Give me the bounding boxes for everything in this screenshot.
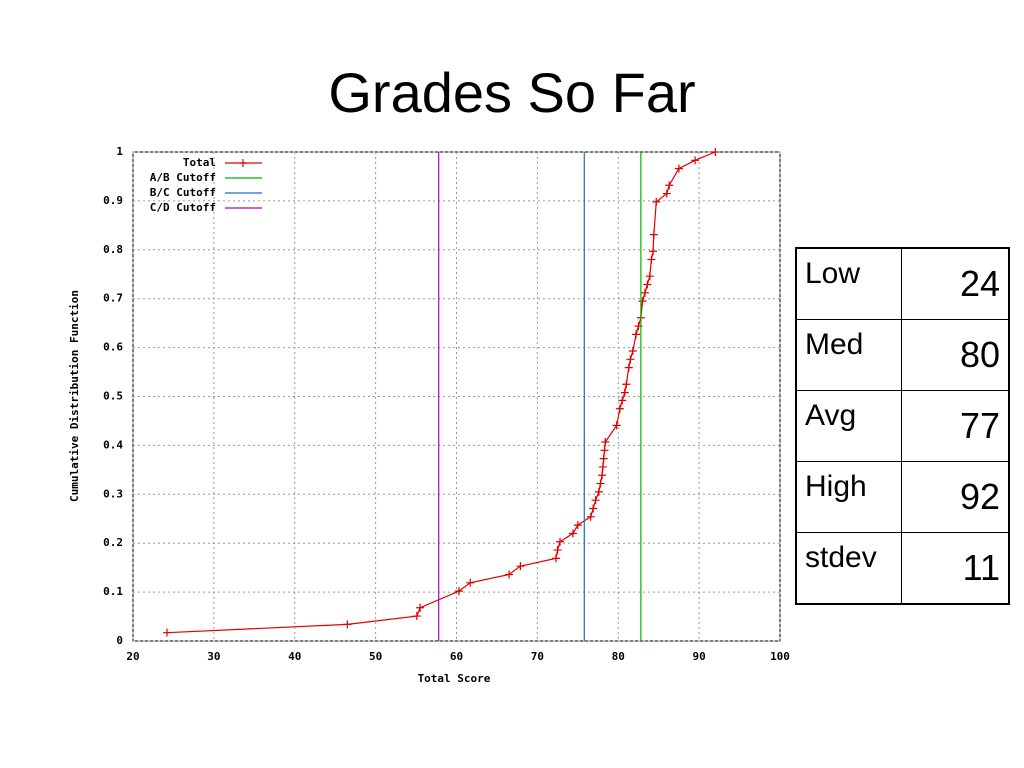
point-marker	[568, 529, 577, 538]
y-tick-label: 0.3	[103, 487, 123, 500]
point-marker	[662, 189, 671, 198]
point-marker	[649, 247, 658, 256]
point-marker	[573, 521, 582, 530]
table-row: Avg 77	[795, 390, 1010, 462]
point-marker	[647, 255, 656, 264]
x-tick-label: 100	[770, 650, 790, 663]
point-marker	[618, 396, 627, 405]
point-marker	[632, 330, 641, 339]
x-tick-label: 20	[126, 650, 139, 663]
y-tick-label: 1	[116, 145, 123, 158]
y-tick-label: 0.2	[103, 536, 123, 549]
chart-title: Grades So Far	[328, 61, 695, 124]
stat-name: Med	[795, 319, 902, 391]
point-marker	[162, 628, 171, 637]
legend-label: A/B Cutoff	[150, 171, 216, 184]
stat-name: stdev	[795, 532, 902, 605]
legend-marker	[239, 159, 247, 167]
legend-label: Total	[183, 156, 216, 169]
point-marker	[505, 570, 514, 579]
point-marker	[624, 363, 633, 372]
point-marker	[711, 148, 720, 156]
stat-value: 24	[901, 247, 1010, 320]
stat-value: 80	[901, 319, 1010, 391]
series-line	[166, 151, 716, 634]
stat-name: Avg	[795, 390, 902, 462]
point-marker	[665, 181, 674, 190]
x-tick-label: 30	[207, 650, 220, 663]
point-marker	[628, 347, 637, 356]
point-marker	[691, 156, 700, 165]
point-marker	[652, 197, 661, 206]
point-marker	[516, 562, 525, 571]
y-tick-label: 0.1	[103, 585, 123, 598]
point-marker	[638, 297, 647, 306]
table-row: Low 24	[795, 247, 1010, 320]
stats-table: Low 24 Med 80 Avg 77 High 92 stdev 11	[795, 247, 1010, 605]
point-marker	[596, 479, 605, 488]
point-marker	[598, 462, 607, 471]
point-marker	[622, 380, 631, 389]
point-marker	[615, 404, 624, 413]
x-tick-label: 90	[693, 650, 706, 663]
point-marker	[674, 164, 683, 173]
x-axis-label: Total Score	[418, 672, 491, 685]
point-marker	[645, 272, 654, 281]
point-marker	[454, 587, 463, 596]
y-tick-label: 0.9	[103, 194, 123, 207]
point-marker	[643, 280, 652, 289]
point-marker	[649, 230, 658, 239]
point-marker	[612, 421, 621, 430]
stat-value: 11	[901, 532, 1010, 605]
point-marker	[553, 546, 562, 555]
y-tick-label: 0.6	[103, 341, 123, 354]
point-marker	[551, 554, 560, 563]
stat-value: 92	[901, 461, 1010, 533]
point-marker	[601, 437, 610, 446]
point-marker	[586, 512, 595, 521]
x-tick-label: 40	[288, 650, 301, 663]
point-marker	[412, 612, 421, 621]
point-marker	[626, 355, 635, 364]
point-marker	[598, 471, 607, 480]
legend-label: C/D Cutoff	[150, 201, 216, 214]
y-tick-label: 0.7	[103, 292, 123, 305]
legend-label: B/C Cutoff	[150, 186, 216, 199]
point-marker	[466, 578, 475, 587]
x-tick-label: 50	[369, 650, 382, 663]
stat-name: Low	[795, 247, 902, 320]
y-tick-label: 0	[116, 634, 123, 647]
point-marker	[600, 446, 609, 455]
x-tick-label: 60	[450, 650, 463, 663]
stat-value: 77	[901, 390, 1010, 462]
point-marker	[556, 537, 565, 546]
point-marker	[589, 504, 598, 513]
point-marker	[591, 496, 600, 505]
y-axis-label: Cumulative Distribution Function	[68, 290, 81, 502]
y-tick-label: 0.8	[103, 243, 123, 256]
point-marker	[599, 454, 608, 463]
y-tick-label: 0.4	[103, 438, 123, 451]
table-row: stdev 11	[795, 532, 1010, 605]
point-marker	[594, 487, 603, 496]
point-marker	[416, 603, 425, 612]
point-marker	[640, 288, 649, 297]
point-marker	[343, 620, 352, 629]
y-tick-label: 0.5	[103, 390, 123, 403]
x-tick-label: 80	[612, 650, 625, 663]
table-row: Med 80	[795, 319, 1010, 391]
stat-name: High	[795, 461, 902, 533]
x-tick-label: 70	[531, 650, 544, 663]
point-marker	[620, 388, 629, 397]
table-row: High 92	[795, 461, 1010, 533]
